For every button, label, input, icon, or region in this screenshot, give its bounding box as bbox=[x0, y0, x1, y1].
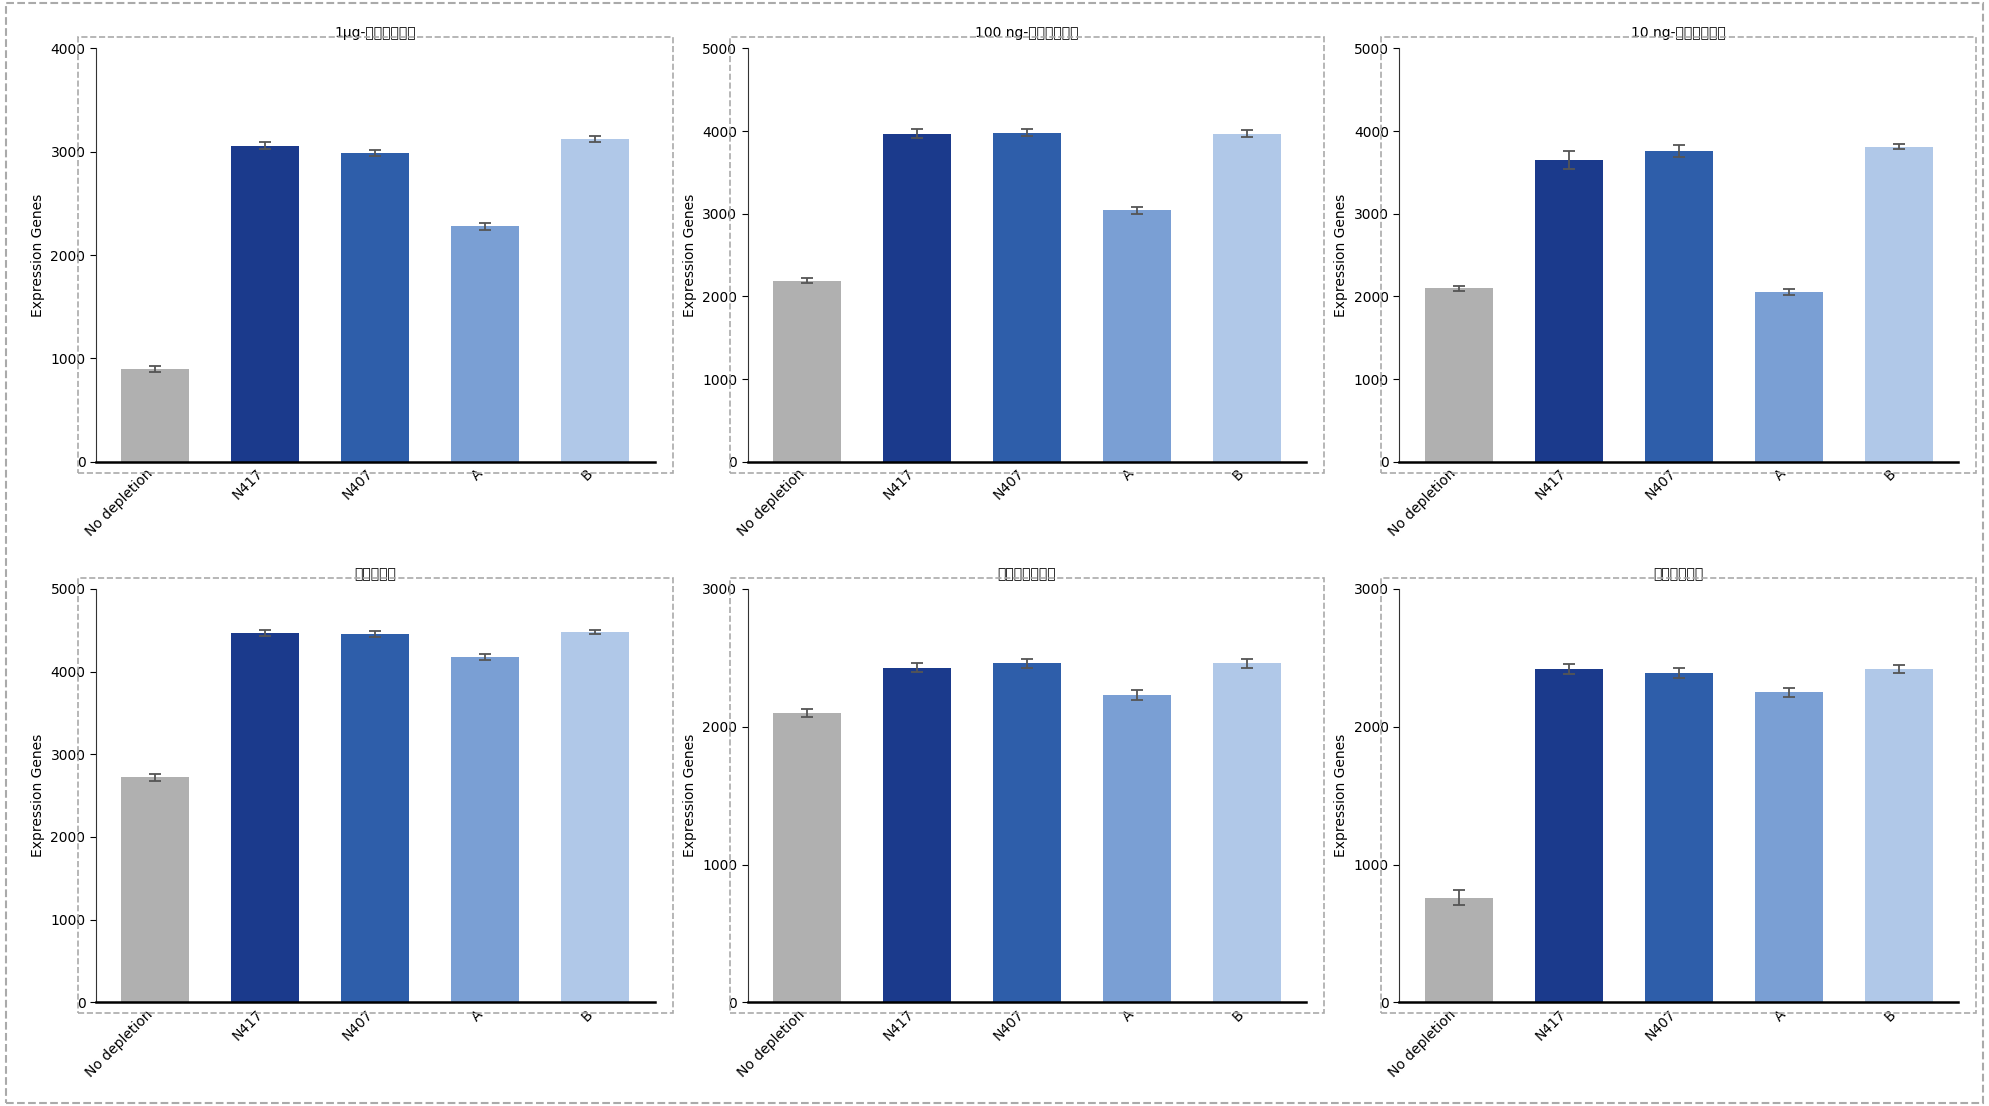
Bar bbox=[452, 657, 519, 1002]
Title: 金黄色葡萄球菌: 金黄色葡萄球菌 bbox=[998, 567, 1056, 581]
Title: 1μg-枯草芽孢杆菌: 1μg-枯草芽孢杆菌 bbox=[334, 27, 416, 40]
Title: 100 ng-枯草芽孢杆菌: 100 ng-枯草芽孢杆菌 bbox=[975, 27, 1078, 40]
Y-axis label: Expression Genes: Expression Genes bbox=[30, 194, 46, 316]
Bar bbox=[121, 368, 189, 462]
Bar bbox=[774, 281, 841, 462]
Y-axis label: Expression Genes: Expression Genes bbox=[682, 734, 696, 857]
Bar bbox=[993, 133, 1062, 462]
Bar bbox=[774, 713, 841, 1002]
Bar bbox=[1536, 669, 1603, 1002]
Bar bbox=[1104, 210, 1172, 462]
Bar bbox=[342, 153, 410, 462]
Bar bbox=[1536, 160, 1603, 462]
Y-axis label: Expression Genes: Expression Genes bbox=[1335, 194, 1349, 316]
Y-axis label: Expression Genes: Expression Genes bbox=[1335, 734, 1349, 857]
Bar bbox=[1754, 292, 1822, 462]
Bar bbox=[1645, 674, 1713, 1002]
Bar bbox=[231, 633, 300, 1002]
Bar bbox=[561, 139, 629, 462]
Bar bbox=[1424, 898, 1494, 1002]
Bar bbox=[883, 134, 951, 462]
Bar bbox=[993, 664, 1062, 1002]
Bar bbox=[1424, 289, 1494, 462]
Title: 10 ng-枯草芽孢杆菌: 10 ng-枯草芽孢杆菌 bbox=[1631, 27, 1726, 40]
Bar bbox=[231, 146, 300, 462]
Bar bbox=[561, 632, 629, 1002]
Y-axis label: Expression Genes: Expression Genes bbox=[30, 734, 46, 857]
Bar bbox=[1645, 152, 1713, 462]
Y-axis label: Expression Genes: Expression Genes bbox=[682, 194, 696, 316]
Bar bbox=[1754, 692, 1822, 1002]
Bar bbox=[1104, 695, 1172, 1002]
Bar bbox=[1864, 669, 1933, 1002]
Bar bbox=[452, 227, 519, 462]
Bar bbox=[121, 778, 189, 1002]
Bar bbox=[1213, 134, 1281, 462]
Title: 假单胞杆菌: 假单胞杆菌 bbox=[354, 567, 396, 581]
Bar bbox=[342, 634, 410, 1002]
Bar bbox=[1864, 147, 1933, 462]
Bar bbox=[1213, 664, 1281, 1002]
Title: 銀色葡萄球菌: 銀色葡萄球菌 bbox=[1653, 567, 1705, 581]
Bar bbox=[883, 668, 951, 1002]
